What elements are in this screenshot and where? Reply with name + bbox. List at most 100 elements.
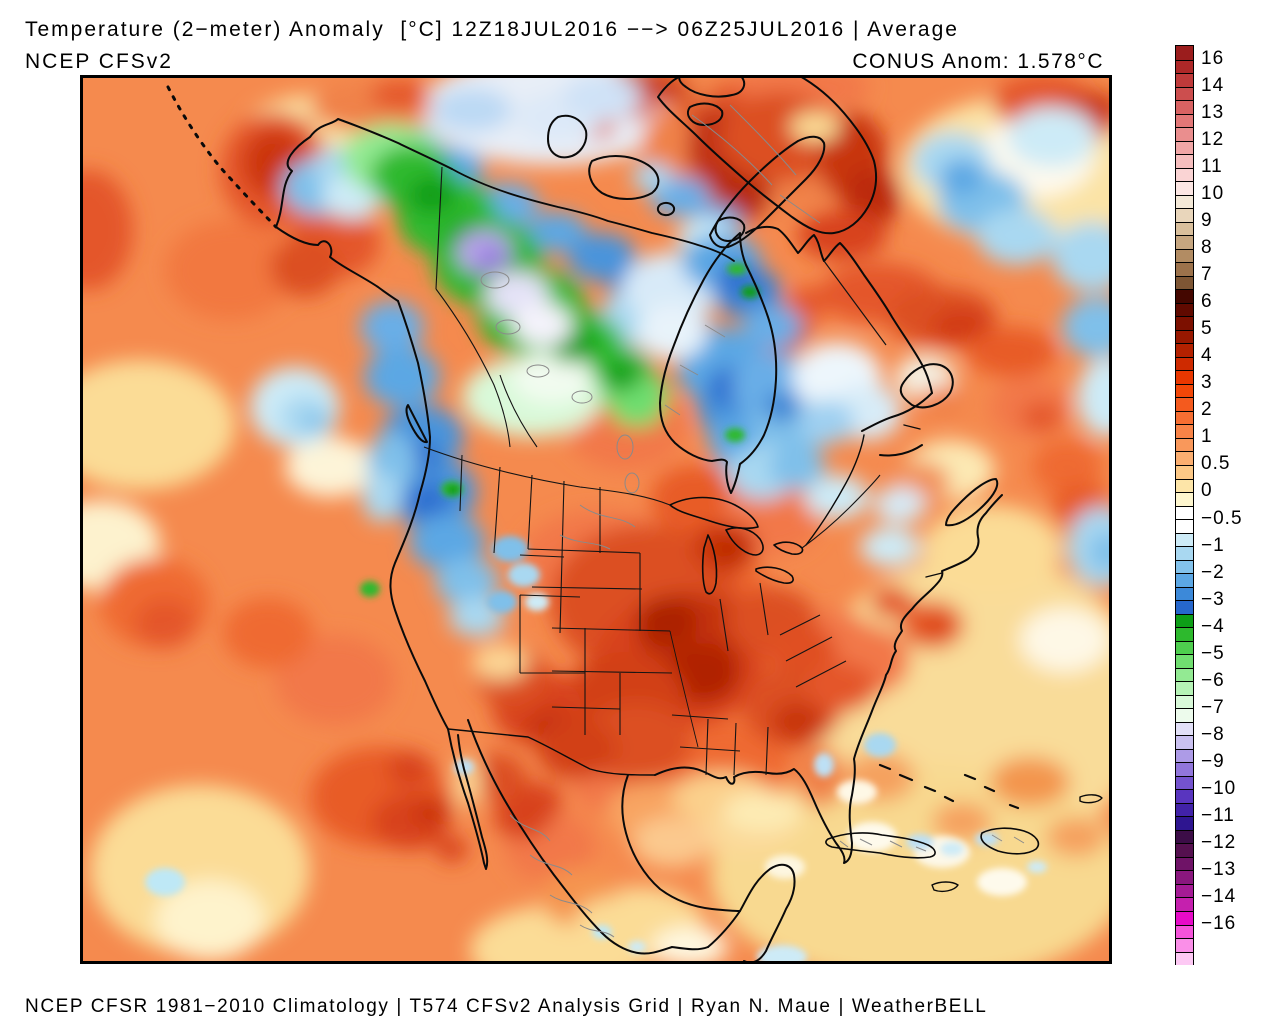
colorbar-box (1176, 681, 1193, 695)
colorbar-box (1176, 748, 1193, 763)
colorbar-box (1176, 586, 1193, 601)
colorbar-box (1176, 843, 1193, 857)
colorbar-tick-label: −9 (1201, 751, 1225, 773)
colorbar-tick-label: 3 (1201, 372, 1213, 394)
colorbar-tick-label: −3 (1201, 588, 1225, 610)
colorbar-box (1176, 208, 1193, 222)
colorbar-box (1176, 694, 1193, 709)
colorbar-box (1176, 492, 1193, 506)
anomaly-map (80, 75, 1112, 964)
colorbar-box (1176, 221, 1193, 236)
colorbar-box (1176, 289, 1193, 303)
colorbar-box (1176, 275, 1193, 290)
colorbar-tick-label: −5 (1201, 642, 1225, 664)
colorbar-box (1176, 829, 1193, 844)
colorbar-tick-label: 5 (1201, 318, 1213, 340)
conus-anomaly-value: CONUS Anom: 1.578°C (852, 50, 1104, 73)
colorbar-box (1176, 600, 1193, 614)
coastlines (166, 75, 1103, 964)
colorbar-labels: 16 14 13 12 11 10 9 8 7 6 5 4 3 2 1 0.5 0 −0.5 −1 −2 −3 −4 −5 −… (1201, 45, 1271, 975)
colorbar-box (1176, 194, 1193, 209)
colorbar-box (1176, 262, 1193, 276)
colorbar-box (1176, 721, 1193, 736)
political-borders (423, 166, 887, 776)
colorbar-box (1176, 546, 1193, 560)
colorbar-tick-label: 9 (1201, 209, 1213, 231)
colorbar (1175, 45, 1194, 966)
colorbar-box (1176, 789, 1193, 803)
colorbar-tick-label: −0.5 (1201, 507, 1243, 529)
colorbar-box (1176, 181, 1193, 195)
colorbar-box (1176, 370, 1193, 384)
colorbar-box (1176, 46, 1193, 60)
colorbar-box (1176, 397, 1193, 411)
colorbar-tick-label: 13 (1201, 101, 1225, 123)
colorbar-box (1176, 559, 1193, 574)
colorbar-tick-label: 1 (1201, 426, 1213, 448)
colorbar-box (1176, 532, 1193, 547)
colorbar-tick-label: 12 (1201, 128, 1225, 150)
colorbar-tick-label: 0.5 (1201, 453, 1231, 475)
anomaly-field (80, 75, 1112, 964)
colorbar-box (1176, 667, 1193, 682)
colorbar-tick-label: 4 (1201, 345, 1213, 367)
colorbar-tick-label: −10 (1201, 778, 1237, 800)
colorbar-box (1176, 478, 1193, 493)
colorbar-tick-label: −13 (1201, 859, 1237, 881)
colorbar-box (1176, 883, 1193, 898)
colorbar-box (1176, 911, 1193, 925)
colorbar-box (1176, 897, 1193, 911)
colorbar-box (1176, 154, 1193, 168)
colorbar-tick-label: −2 (1201, 561, 1225, 583)
map-title: Temperature (2−meter) Anomaly [°C] 12Z18… (25, 18, 959, 41)
colorbar-box (1176, 451, 1193, 465)
colorbar-tick-label: −11 (1201, 805, 1235, 827)
colorbar-tick-label: 7 (1201, 264, 1213, 285)
colorbar-box (1176, 924, 1193, 939)
colorbar-box (1176, 573, 1193, 587)
colorbar-box (1176, 775, 1193, 790)
colorbar-box (1176, 86, 1193, 101)
colorbar-box (1176, 410, 1193, 425)
colorbar-tick-label: 8 (1201, 236, 1213, 258)
colorbar-tick-label: 11 (1201, 155, 1223, 177)
colorbar-tick-label: 2 (1201, 399, 1213, 421)
terrain-gray-lines (480, 104, 1025, 938)
colorbar-tick-label: −1 (1201, 534, 1225, 556)
colorbar-box (1176, 343, 1193, 357)
colorbar-box (1176, 708, 1193, 722)
colorbar-tick-label: 10 (1201, 182, 1225, 204)
credit-line: NCEP CFSR 1981−2010 Climatology | T574 C… (25, 996, 988, 1017)
colorbar-box (1176, 248, 1193, 263)
colorbar-box (1176, 464, 1193, 479)
colorbar-tick-label: −12 (1201, 832, 1237, 854)
colorbar-box (1176, 613, 1193, 628)
colorbar-box (1176, 762, 1193, 776)
colorbar-box (1176, 383, 1193, 398)
colorbar-tick-label: 6 (1201, 291, 1213, 313)
colorbar-box (1176, 505, 1193, 520)
colorbar-tick-label: −4 (1201, 615, 1225, 637)
colorbar-box (1176, 329, 1193, 344)
colorbar-tick-label: 0 (1201, 480, 1213, 502)
colorbar-box (1176, 816, 1193, 830)
colorbar-tick-label: −7 (1201, 696, 1225, 718)
colorbar-box (1176, 938, 1193, 952)
colorbar-tick-label: 16 (1201, 47, 1225, 69)
colorbar-box (1176, 356, 1193, 371)
colorbar-tick-label: 14 (1201, 74, 1225, 96)
colorbar-box (1176, 127, 1193, 141)
colorbar-box (1176, 870, 1193, 884)
colorbar-box (1176, 802, 1193, 817)
colorbar-box (1176, 437, 1193, 452)
colorbar-tick-label: −8 (1201, 724, 1225, 745)
colorbar-box (1176, 951, 1193, 966)
colorbar-box (1176, 140, 1193, 155)
colorbar-box (1176, 654, 1193, 668)
colorbar-box (1176, 59, 1193, 74)
colorbar-box (1176, 735, 1193, 749)
colorbar-box (1176, 856, 1193, 871)
model-label: NCEP CFSv2 (25, 50, 173, 73)
colorbar-box (1176, 519, 1193, 533)
